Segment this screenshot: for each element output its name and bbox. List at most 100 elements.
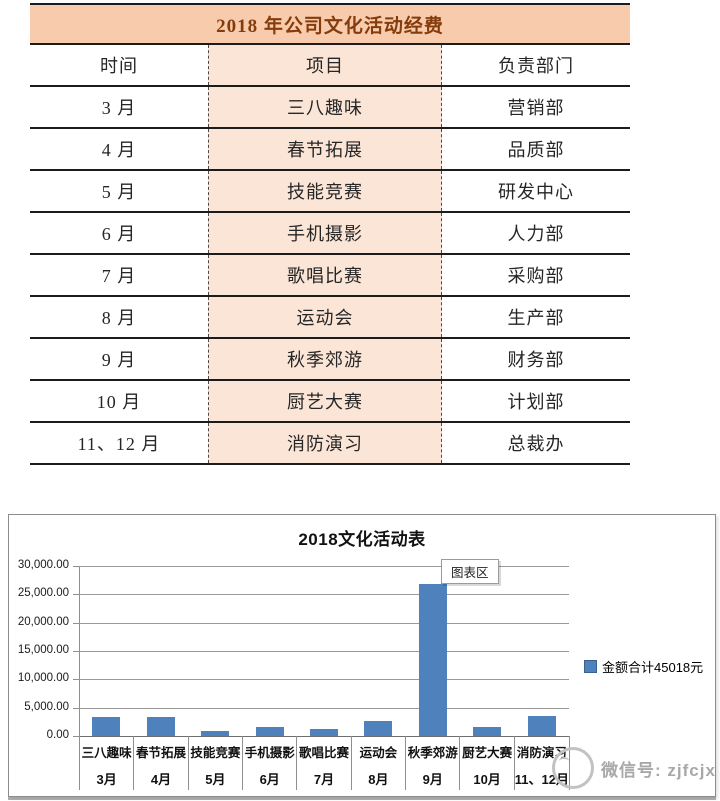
table-row: 10 月 厨艺大赛 计划部 [30, 381, 630, 423]
legend-label: 金额合计45018元 [602, 660, 704, 675]
bar-5[interactable] [364, 721, 392, 736]
y-tick [73, 736, 79, 737]
table-row: 11、12 月 消防演习 总裁办 [30, 423, 630, 465]
x-activity-label: 三八趣味 [81, 746, 132, 760]
table-cell: 采购部 [507, 266, 565, 286]
y-tick-label: 20,000.00 [17, 616, 69, 628]
y-tick [73, 679, 79, 680]
table-header-cell: 负责部门 [498, 56, 574, 76]
x-month-label: 5月 [205, 772, 226, 787]
y-tick-label: 30,000.00 [17, 559, 69, 571]
table-cell: 秋季郊游 [208, 339, 442, 379]
y-tick-label: 15,000.00 [17, 644, 69, 656]
table-cell: 8 月 [101, 308, 137, 328]
table-row: 7 月 歌唱比赛 采购部 [30, 255, 630, 297]
x-month-label: 7月 [313, 772, 335, 787]
watermark-text: 微信号: zjfcjx [601, 760, 716, 780]
table-row: 4 月 春节拓展 品质部 [30, 129, 630, 171]
x-category-cell: 手机摄影 6月 [243, 736, 298, 790]
table-title: 2018 年公司文化活动经费 [30, 3, 630, 45]
table-cell: 计划部 [507, 392, 565, 412]
table-cell: 运动会 [208, 297, 442, 337]
bar-4[interactable] [310, 729, 338, 736]
table-row: 9 月 秋季郊游 财务部 [30, 339, 630, 381]
y-tick [73, 708, 79, 709]
gridline [79, 708, 569, 709]
x-axis-labels: 三八趣味 3月 春节拓展 4月 技能竞赛 5月 手机摄影 6月 歌唱比赛 7月 运动会 8月 秋季郊游 9… [79, 736, 570, 790]
bar-0[interactable] [92, 717, 120, 736]
gridline [79, 566, 569, 567]
y-tick [73, 651, 79, 652]
x-category-cell: 运动会 8月 [352, 736, 407, 790]
y-tick-label: 5,000.00 [24, 701, 69, 713]
table-cell: 6 月 [101, 224, 137, 244]
table-cell: 总裁办 [507, 434, 565, 454]
plot-area[interactable]: 30,000.00 25,000.00 20,000.00 15,000.00 10,0… [18, 559, 569, 741]
gridline [79, 651, 569, 652]
bar-3[interactable] [256, 727, 284, 736]
y-tick [73, 594, 79, 595]
bar-6[interactable] [419, 584, 447, 736]
y-tick [73, 566, 79, 567]
x-category-cell: 秋季郊游 9月 [406, 736, 461, 790]
x-month-label: 9月 [422, 772, 443, 787]
x-month-label: 8月 [368, 772, 389, 787]
bar-1[interactable] [147, 717, 175, 736]
budget-table: 2018 年公司文化活动经费 时间 项目 负责部门 3 月 三八趣味 营销部 4 月 春节拓展… [30, 3, 630, 465]
table-grid: 时间 项目 负责部门 3 月 三八趣味 营销部 4 月 春节拓展 品质部 5 月 技能竞赛 研发中心 6… [30, 45, 630, 465]
x-activity-label: 手机摄影 [244, 746, 295, 760]
x-activity-label: 厨艺大赛 [462, 746, 513, 760]
table-cell: 人力部 [507, 224, 565, 244]
y-tick-label: 10,000.00 [17, 672, 69, 684]
x-category-cell: 春节拓展 4月 [134, 736, 189, 790]
gridline [79, 623, 569, 624]
table-cell: 11、12 月 [77, 434, 161, 454]
table-row: 3 月 三八趣味 营销部 [30, 87, 630, 129]
x-category-cell: 技能竞赛 5月 [189, 736, 244, 790]
x-category-cell: 厨艺大赛 10月 [460, 736, 515, 790]
x-month-label: 10月 [473, 772, 501, 787]
table-cell: 三八趣味 [208, 87, 442, 127]
bar-2[interactable] [201, 731, 229, 736]
table-row: 8 月 运动会 生产部 [30, 297, 630, 339]
table-cell: 品质部 [507, 140, 565, 160]
x-category-cell: 歌唱比赛 7月 [297, 736, 352, 790]
x-activity-label: 运动会 [359, 746, 398, 760]
table-cell: 5 月 [101, 182, 137, 202]
table-cell: 4 月 [101, 140, 137, 160]
table-cell: 营销部 [507, 98, 565, 118]
chart-legend[interactable]: 金额合计45018元 [584, 657, 703, 676]
table-row: 5 月 技能竞赛 研发中心 [30, 171, 630, 213]
x-axis-line [79, 736, 569, 737]
chart-panel[interactable]: 2018文化活动表 30,000.00 25,000.00 20,000.00 15,… [8, 514, 716, 797]
table-cell: 9 月 [101, 350, 137, 370]
table-cell: 7 月 [101, 266, 137, 286]
chart-area-tooltip: 图表区 [441, 559, 499, 584]
x-activity-label: 春节拓展 [136, 746, 187, 760]
table-cell: 研发中心 [498, 182, 574, 202]
table-cell: 3 月 [101, 98, 137, 118]
x-category-cell: 三八趣味 3月 [80, 736, 135, 790]
table-cell: 春节拓展 [208, 129, 442, 169]
table-header-cell: 时间 [100, 56, 138, 76]
x-activity-label: 秋季郊游 [407, 746, 458, 760]
bar-7[interactable] [473, 727, 501, 736]
y-tick-label: 25,000.00 [17, 587, 69, 599]
x-month-label: 4月 [150, 772, 172, 787]
table-cell: 生产部 [507, 308, 565, 328]
table-cell: 10 月 [96, 392, 142, 412]
table-cell: 歌唱比赛 [208, 255, 442, 295]
x-activity-label: 技能竞赛 [190, 746, 241, 760]
table-cell: 厨艺大赛 [208, 381, 442, 421]
bar-8[interactable] [528, 716, 556, 736]
gridline [79, 594, 569, 595]
gridline [79, 679, 569, 680]
table-cell: 手机摄影 [208, 213, 442, 253]
table-cell: 消防演习 [208, 423, 442, 463]
y-tick [73, 623, 79, 624]
legend-swatch-icon [584, 660, 597, 673]
table-row: 6 月 手机摄影 人力部 [30, 213, 630, 255]
watermark: 微信号: zjfcjx [552, 747, 716, 789]
chart-title: 2018文化活动表 [298, 530, 426, 549]
